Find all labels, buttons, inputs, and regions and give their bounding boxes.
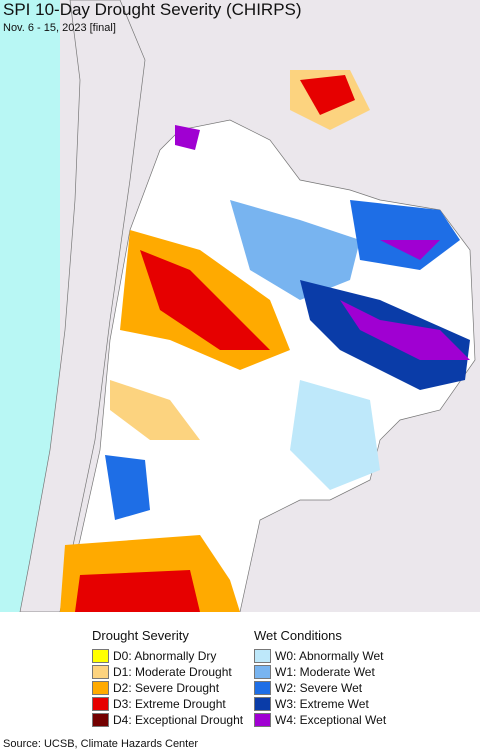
legend-swatch <box>254 697 271 711</box>
wet-area <box>380 240 440 260</box>
legend-item: D0: Abnormally Dry <box>92 648 243 664</box>
legend-item: D2: Severe Drought <box>92 680 243 696</box>
legend-label: D1: Moderate Drought <box>113 665 232 679</box>
legend-label: W1: Moderate Wet <box>275 665 375 679</box>
legend-item: D4: Exceptional Drought <box>92 712 243 728</box>
legend-swatch <box>92 713 109 727</box>
map <box>0 0 480 612</box>
legend-label: W3: Extreme Wet <box>275 697 369 711</box>
legend-swatch <box>92 665 109 679</box>
legend-title: Drought Severity <box>92 628 189 643</box>
wet-area <box>350 200 460 270</box>
legend-label: D3: Extreme Drought <box>113 697 226 711</box>
title: SPI 10-Day Drought Severity (CHIRPS) <box>3 0 302 19</box>
legend-label: D2: Severe Drought <box>113 681 220 695</box>
legend-item: D1: Moderate Drought <box>92 664 243 680</box>
legend-label: W4: Exceptional Wet <box>275 713 387 727</box>
legend-label: W0: Abnormally Wet <box>275 649 384 663</box>
chile <box>19 0 146 612</box>
legend-swatch <box>254 665 271 679</box>
legend-label: D4: Exceptional Drought <box>113 713 244 727</box>
wet-area <box>290 380 380 490</box>
legend-item: W3: Extreme Wet <box>254 696 386 712</box>
legend-swatch <box>92 697 109 711</box>
wet-area <box>175 125 200 150</box>
legend-label: W2: Severe Wet <box>275 681 363 695</box>
source: Source: UCSB, Climate Hazards Center <box>3 738 199 750</box>
subtitle: Nov. 6 - 15, 2023 [final] <box>3 22 116 34</box>
legend-item: W1: Moderate Wet <box>254 664 386 680</box>
dry-area <box>110 380 200 440</box>
legend-swatch <box>254 713 271 727</box>
legend-swatch <box>92 681 109 695</box>
legend-swatch <box>254 649 271 663</box>
legend-item: W2: Severe Wet <box>254 680 386 696</box>
wet-area <box>105 455 150 520</box>
wet-area <box>340 300 470 360</box>
dry-area <box>75 570 200 612</box>
legend-item: D3: Extreme Drought <box>92 696 243 712</box>
wet-legend: Wet Conditions W0: Abnormally Wet W1: Mod… <box>254 628 386 728</box>
legend-swatch <box>254 681 271 695</box>
dry-area <box>140 250 270 350</box>
legend-item: W0: Abnormally Wet <box>254 648 386 664</box>
legend-swatch <box>92 649 109 663</box>
legend-item: W4: Exceptional Wet <box>254 712 386 728</box>
drought-legend: Drought Severity D0: Abnormally Dry D1: M… <box>92 628 243 728</box>
dry-area <box>300 75 355 115</box>
wet-area <box>230 200 360 300</box>
legend-label: D0: Abnormally Dry <box>113 649 217 663</box>
legend-title: Wet Conditions <box>254 628 342 643</box>
